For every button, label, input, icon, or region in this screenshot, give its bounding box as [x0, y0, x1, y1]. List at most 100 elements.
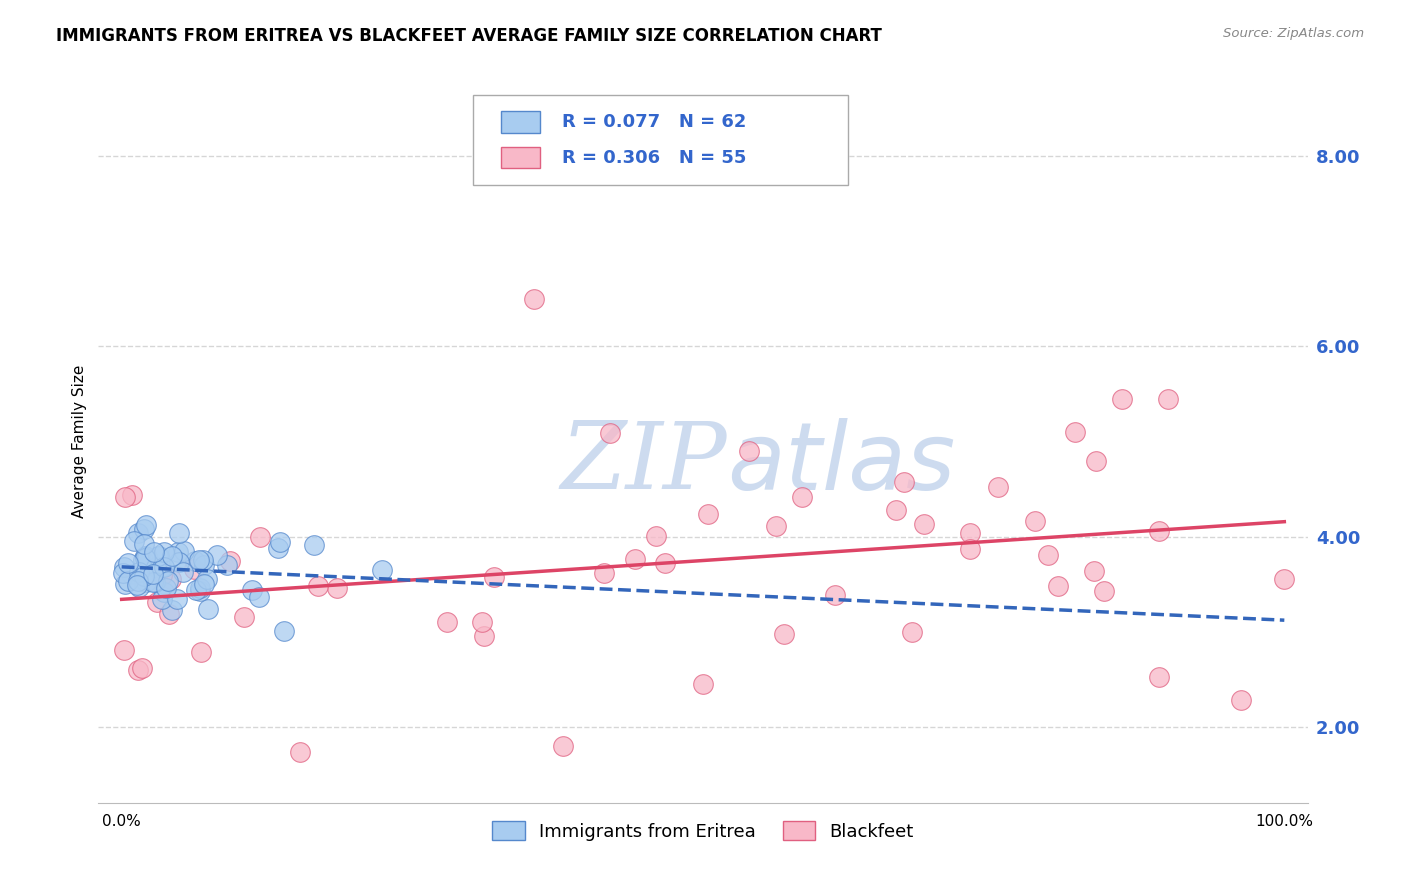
Point: [436, 615, 458, 630]
Point: [127, 578, 149, 592]
Point: [912, 516, 935, 531]
Point: [1038, 548, 1060, 562]
Point: [127, 663, 149, 677]
Point: [371, 563, 394, 577]
Point: [247, 590, 270, 604]
Point: [654, 557, 676, 571]
Point: [114, 577, 136, 591]
Point: [188, 582, 211, 596]
Point: [136, 549, 159, 564]
Point: [121, 488, 143, 502]
Point: [266, 541, 288, 555]
Point: [1147, 670, 1170, 684]
Point: [290, 745, 312, 759]
Point: [959, 541, 981, 556]
Text: IMMIGRANTS FROM ERITREA VS BLACKFEET AVERAGE FAMILY SIZE CORRELATION CHART: IMMIGRANTS FROM ERITREA VS BLACKFEET AVE…: [56, 27, 882, 45]
Point: [128, 581, 150, 595]
Point: [197, 602, 219, 616]
Point: [1024, 514, 1046, 528]
Point: [893, 475, 915, 490]
Point: [249, 530, 271, 544]
Point: [153, 585, 176, 599]
Text: ZIP: ZIP: [561, 418, 727, 508]
Point: [1272, 573, 1295, 587]
Point: [135, 517, 157, 532]
Point: [127, 574, 149, 588]
FancyBboxPatch shape: [474, 95, 848, 185]
Point: [472, 629, 495, 643]
Point: [160, 549, 183, 564]
Point: [134, 537, 156, 551]
Point: [150, 559, 173, 574]
Point: [173, 544, 195, 558]
Point: [134, 549, 156, 564]
Point: [1157, 392, 1180, 406]
Point: [131, 553, 153, 567]
Point: [193, 577, 215, 591]
Point: [886, 503, 908, 517]
Point: [112, 566, 135, 581]
Point: [325, 581, 347, 595]
Text: atlas: atlas: [727, 417, 956, 508]
Point: [150, 592, 173, 607]
Point: [188, 584, 211, 599]
Point: [166, 545, 188, 559]
Text: R = 0.077   N = 62: R = 0.077 N = 62: [561, 113, 747, 131]
Point: [1111, 392, 1133, 406]
Point: [112, 559, 135, 574]
Point: [143, 545, 166, 559]
Point: [773, 627, 796, 641]
Point: [183, 562, 205, 576]
Point: [122, 533, 145, 548]
Point: [156, 574, 179, 588]
Point: [131, 661, 153, 675]
Point: [692, 677, 714, 691]
Point: [117, 557, 139, 571]
Point: [599, 425, 621, 440]
Point: [143, 575, 166, 590]
Point: [484, 570, 506, 584]
Point: [153, 544, 176, 558]
Point: [167, 555, 190, 569]
Point: [134, 551, 156, 566]
Point: [824, 588, 846, 602]
Point: [190, 645, 212, 659]
Point: [155, 581, 177, 595]
Point: [645, 529, 668, 543]
Point: [166, 591, 188, 606]
Point: [117, 574, 139, 588]
Point: [1229, 692, 1251, 706]
Point: [132, 569, 155, 583]
Point: [193, 552, 215, 566]
Point: [987, 480, 1010, 494]
Point: [146, 595, 169, 609]
Point: [792, 490, 814, 504]
FancyBboxPatch shape: [501, 112, 540, 133]
Point: [160, 572, 183, 586]
Point: [765, 519, 787, 533]
Point: [553, 739, 575, 753]
Point: [142, 574, 165, 589]
Point: [207, 548, 229, 562]
Point: [1149, 524, 1171, 539]
Point: [273, 624, 295, 638]
Point: [146, 549, 169, 563]
Point: [160, 603, 183, 617]
Point: [240, 583, 263, 598]
Point: [127, 525, 149, 540]
Point: [217, 558, 239, 572]
Point: [1047, 579, 1070, 593]
Point: [135, 575, 157, 590]
Point: [1064, 425, 1087, 439]
Point: [901, 624, 924, 639]
Text: R = 0.306   N = 55: R = 0.306 N = 55: [561, 149, 747, 167]
Point: [471, 615, 494, 630]
Point: [172, 565, 194, 579]
Point: [1085, 453, 1108, 467]
Point: [1092, 584, 1115, 599]
Point: [142, 566, 165, 581]
Point: [959, 526, 981, 541]
Point: [167, 525, 190, 540]
Point: [184, 554, 207, 568]
Point: [193, 558, 215, 572]
